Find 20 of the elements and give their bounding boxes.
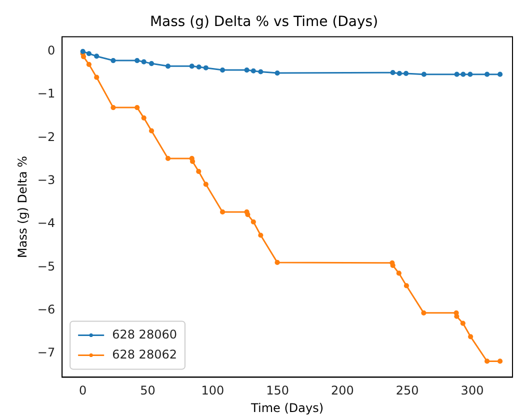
x-tick-label: 150 bbox=[266, 384, 290, 398]
x-tick-label: 100 bbox=[201, 384, 224, 398]
y-tick-label: −4 bbox=[37, 216, 56, 230]
legend-label: 628 28060 bbox=[112, 327, 177, 342]
y-tick-label: −2 bbox=[37, 130, 56, 144]
y-tick-label: −3 bbox=[37, 173, 56, 188]
y-tick-label: −6 bbox=[37, 302, 56, 316]
x-tick-label: 250 bbox=[396, 384, 419, 398]
chart-title: Mass (g) Delta % vs Time (Days) bbox=[150, 14, 378, 30]
x-tick-label: 50 bbox=[140, 384, 156, 398]
y-tick-label: 0 bbox=[47, 44, 56, 58]
y-tick-label: −7 bbox=[37, 346, 56, 360]
y-tick-label: −5 bbox=[37, 259, 56, 274]
x-tick-label: 200 bbox=[331, 384, 354, 398]
y-axis-title: Mass (g) Delta % bbox=[15, 156, 30, 258]
legend-label: 628 28062 bbox=[112, 347, 177, 362]
x-tick-label: 0 bbox=[79, 384, 87, 398]
y-tick-label: −1 bbox=[37, 86, 56, 101]
x-axis-title: Time (Days) bbox=[250, 400, 324, 415]
x-tick-label: 300 bbox=[460, 384, 484, 398]
